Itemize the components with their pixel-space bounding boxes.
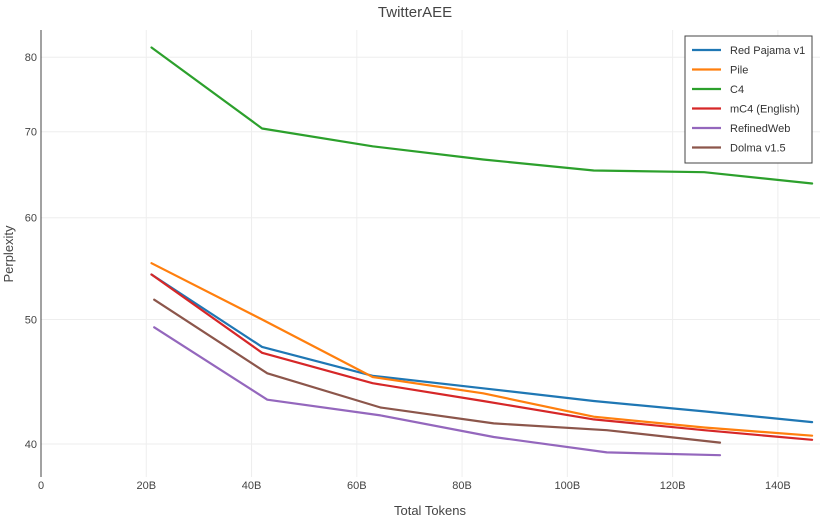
series-line-1 [150,262,814,437]
series-line-4 [153,326,722,457]
y-tick-label: 50 [25,314,37,326]
legend-label-0: Red Pajama v1 [730,45,805,57]
legend-label-5: Dolma v1.5 [730,143,786,155]
x-tick-label: 20B [136,480,156,492]
y-tick-label: 60 [25,213,37,225]
legend-label-3: mC4 (English) [730,104,800,116]
legend-label-1: Pile [730,65,748,77]
x-tick-label: 60B [347,480,367,492]
x-tick-label: 80B [452,480,472,492]
legend: Red Pajama v1 Pile C4 mC4 (English) RefinedW… [684,35,813,164]
y-axis-title: Perplexity [1,225,16,283]
x-tick-label: 120B [660,480,686,492]
x-axis-title: Total Tokens [394,503,467,518]
series-lines [150,46,814,457]
series-line-2 [150,46,814,185]
x-tick-label: 40B [242,480,262,492]
y-tick-label: 80 [25,52,37,64]
tick-labels: 0 20B 40B 60B 80B 100B 120B 140B 40 50 60 70 80 [25,52,791,492]
x-tick-label: 100B [554,480,580,492]
x-tick-label: 0 [38,480,44,492]
series-line-0 [150,273,814,424]
series-line-3 [150,273,814,441]
legend-box [684,35,813,164]
y-tick-label: 70 [25,127,37,139]
series-line-5 [153,298,722,444]
y-tick-label: 40 [25,439,37,451]
legend-label-4: RefinedWeb [730,123,790,135]
legend-label-2: C4 [730,84,744,96]
chart-title: TwitterAEE [378,4,452,21]
x-tick-label: 140B [765,480,791,492]
grid [41,30,820,477]
